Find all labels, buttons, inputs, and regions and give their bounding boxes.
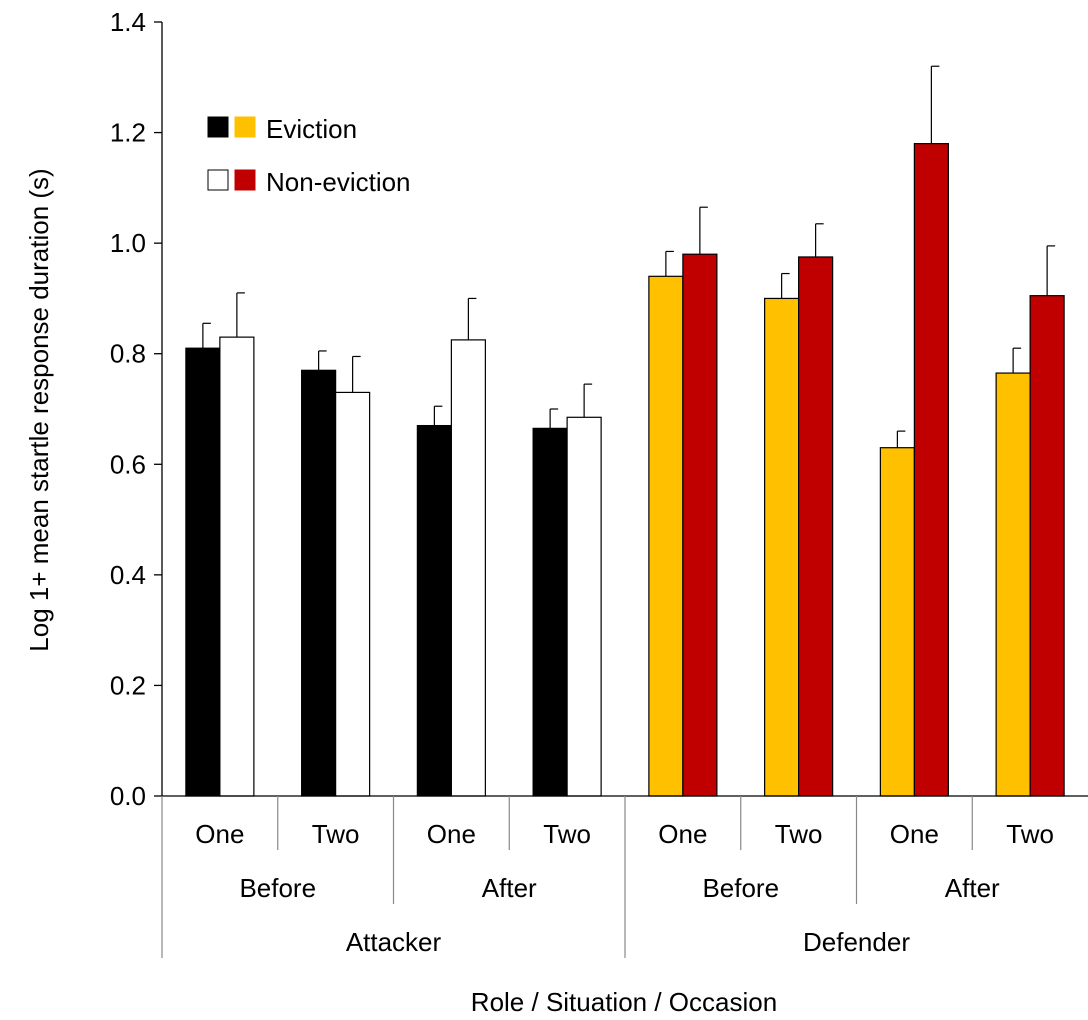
occasion-label: One <box>427 819 476 849</box>
occasion-label: Two <box>1006 819 1054 849</box>
bar-non-eviction-1 <box>219 336 255 797</box>
occasion-label: One <box>658 819 707 849</box>
situation-label: After <box>482 873 537 903</box>
y-axis-title: Log 1+ mean startle response duration (s… <box>24 168 54 651</box>
bar-non-eviction-5 <box>682 253 718 797</box>
y-tick-label: 0.8 <box>110 339 146 369</box>
x-axis-title: Role / Situation / Occasion <box>471 987 777 1017</box>
bar-eviction-8 <box>995 372 1031 797</box>
legend-swatch <box>207 169 229 191</box>
bar-non-eviction-4 <box>566 416 602 797</box>
occasion-label: Two <box>543 819 591 849</box>
bar-non-eviction-8 <box>1029 295 1065 797</box>
situation-label: Before <box>702 873 779 903</box>
legend-swatch <box>234 169 256 191</box>
bar-eviction-1 <box>185 347 221 797</box>
bar-non-eviction-6 <box>798 256 834 797</box>
y-tick-label: 0.6 <box>110 449 146 479</box>
bar-eviction-4 <box>532 427 568 797</box>
bar-eviction-3 <box>416 424 452 797</box>
legend-swatch <box>207 116 229 138</box>
legend-label: Eviction <box>266 114 357 144</box>
legend-label: Non-eviction <box>266 167 411 197</box>
y-tick-label: 0.4 <box>110 560 146 590</box>
bar-non-eviction-3 <box>450 339 486 797</box>
bar-non-eviction-7 <box>913 143 949 797</box>
situation-label: After <box>945 873 1000 903</box>
occasion-label: Two <box>312 819 360 849</box>
y-tick-label: 0.0 <box>110 781 146 811</box>
bar-eviction-2 <box>301 369 337 797</box>
y-tick-label: 0.2 <box>110 670 146 700</box>
occasion-label: Two <box>775 819 823 849</box>
role-label: Attacker <box>346 927 442 957</box>
bar-eviction-5 <box>648 275 684 797</box>
role-label: Defender <box>803 927 910 957</box>
bar-eviction-7 <box>879 447 915 797</box>
y-tick-label: 1.4 <box>110 7 146 37</box>
occasion-label: One <box>890 819 939 849</box>
bar-eviction-6 <box>764 297 800 797</box>
y-tick-label: 1.2 <box>110 118 146 148</box>
y-tick-label: 1.0 <box>110 228 146 258</box>
bar-non-eviction-2 <box>335 391 371 797</box>
legend-swatch <box>234 116 256 138</box>
situation-label: Before <box>239 873 316 903</box>
occasion-label: One <box>195 819 244 849</box>
